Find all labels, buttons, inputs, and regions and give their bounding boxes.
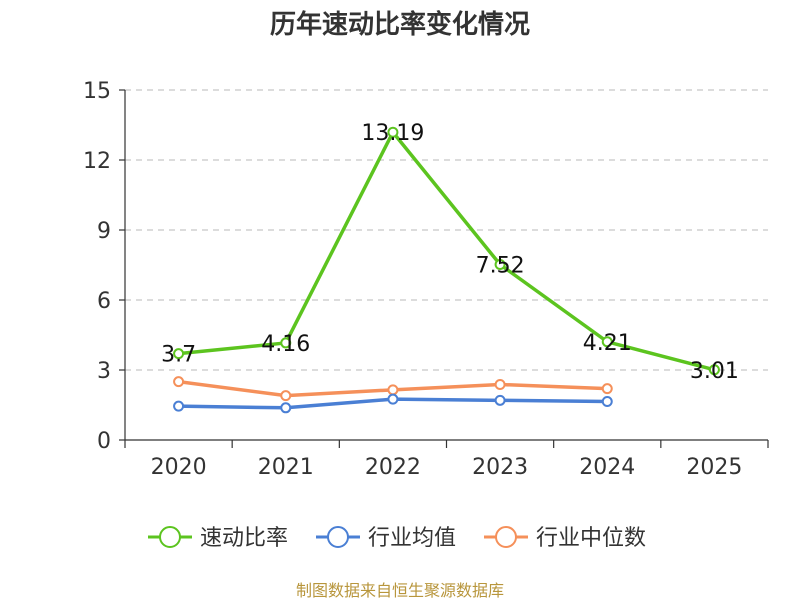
x-tick-label: 2024 [579,455,635,480]
legend-marker-icon [327,526,349,548]
legend[interactable]: 速动比率 行业均值 行业中位数 [148,526,646,551]
data-point [601,396,613,407]
data-point [280,337,292,349]
legend-marker-icon [495,526,517,548]
data-label: 4.21 [583,331,632,356]
x-tick-label: 2020 [151,455,207,480]
data-point [280,390,292,402]
data-label: 3.7 [161,343,196,368]
data-point [173,348,185,360]
data-point [280,402,292,414]
data-point [173,400,185,412]
data-point [494,378,506,390]
data-labels: 3.7 4.16 13.19 7.52 4.21 3.01 [161,121,739,384]
data-label: 7.52 [476,254,525,279]
data-label: 4.16 [261,332,310,357]
data-point [601,383,613,395]
series-points [173,126,720,414]
x-tick-label: 2023 [472,455,528,480]
grid [125,89,768,371]
data-point [173,376,185,388]
axes: 0 3 6 9 12 15 2020 2021 2022 2023 2024 2025 [83,79,769,480]
legend-label: 速动比率 [200,526,288,551]
y-tick-label: 15 [83,79,111,104]
series-lines [178,130,715,410]
data-point [494,394,506,406]
y-tick-label: 0 [97,429,111,454]
y-tick-label: 12 [83,149,111,174]
series-line [178,130,715,372]
data-point [387,384,399,396]
y-tick-label: 6 [97,289,111,314]
x-tick-label: 2021 [258,455,314,480]
x-tick-label: 2025 [686,455,742,480]
data-point [387,126,399,138]
data-label: 13.19 [361,121,424,146]
legend-label: 行业中位数 [536,526,646,551]
footer-source: 制图数据来自恒生聚源数据库 [296,581,504,600]
legend-item[interactable]: 行业中位数 [484,526,646,551]
chart-title: 历年速动比率变化情况 [270,9,530,40]
x-tick-label: 2022 [365,455,421,480]
y-tick-label: 3 [97,359,111,384]
legend-item[interactable]: 行业均值 [316,526,456,551]
data-point [494,259,506,271]
y-tick-label: 9 [97,219,111,244]
data-point [387,393,399,405]
legend-marker-icon [159,526,181,548]
legend-item[interactable]: 速动比率 [148,526,288,551]
legend-label: 行业均值 [368,526,456,551]
data-label: 3.01 [690,359,739,384]
data-point [708,364,720,376]
data-point [601,336,613,348]
